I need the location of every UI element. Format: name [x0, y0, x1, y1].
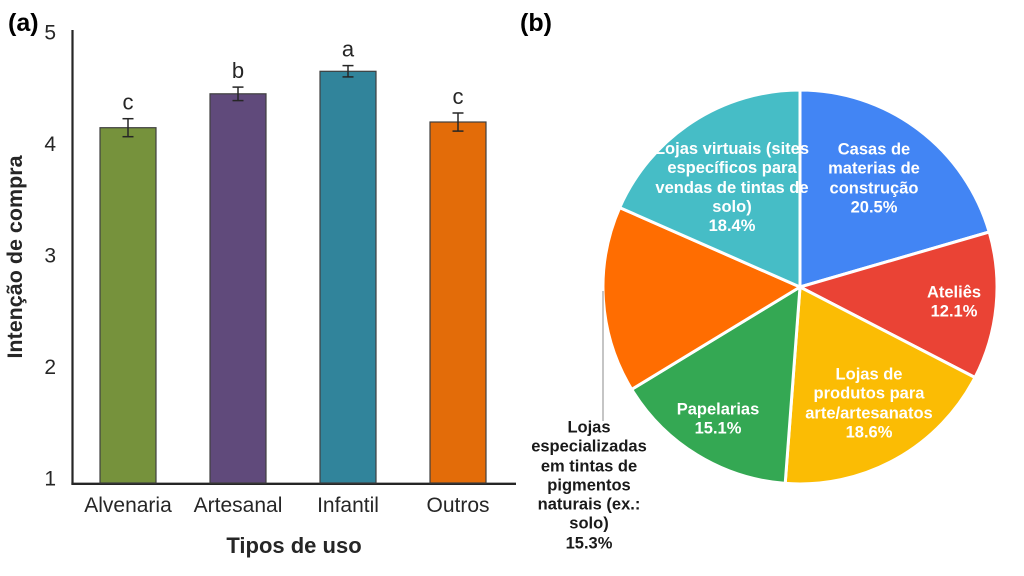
sig-letter: a [342, 37, 355, 62]
pie-slice-2 [783, 285, 977, 486]
bar-alvenaria [99, 127, 157, 484]
x-tick-label: Infantil [317, 494, 379, 517]
x-tick-label: Outros [426, 494, 489, 517]
y-tick-label: 2 [44, 356, 56, 379]
x-tick-label: Artesanal [194, 494, 283, 517]
panel-b-tag: (b) [520, 9, 552, 37]
bar-outros [429, 121, 487, 484]
sig-letter: c [453, 84, 464, 109]
y-tick-label: 5 [44, 22, 56, 45]
y-axis-title: Intenção de compra [3, 154, 27, 358]
y-tick-label: 3 [44, 245, 56, 268]
y-tick-label: 1 [44, 468, 56, 491]
pie-slice-1 [798, 230, 999, 379]
pie-slice-3 [630, 285, 802, 485]
sig-letter: b [232, 58, 244, 83]
y-tick-label: 4 [44, 133, 56, 156]
panel-a-tag: (a) [8, 9, 39, 37]
pie-chart-svg [601, 88, 999, 486]
pie-slice-0 [798, 88, 991, 289]
bar-infantil [319, 70, 377, 484]
bar-artesanal [209, 93, 267, 484]
pie-slice-5 [618, 88, 802, 289]
x-axis-title: Tipos de uso [226, 533, 361, 558]
panel-b: (b) Casas de materias de construção 20.5%… [512, 0, 1024, 576]
sig-letter: c [123, 90, 134, 115]
bar-chart-svg: 1 2 3 4 5 c Alvenaria b Artesanal a Infantil c Outro… [3, 22, 516, 558]
panel-a: (a) 1 2 3 4 5 c Alvenaria b Artesanal a Infantil c O… [3, 9, 516, 558]
x-tick-label: Alvenaria [84, 494, 172, 517]
